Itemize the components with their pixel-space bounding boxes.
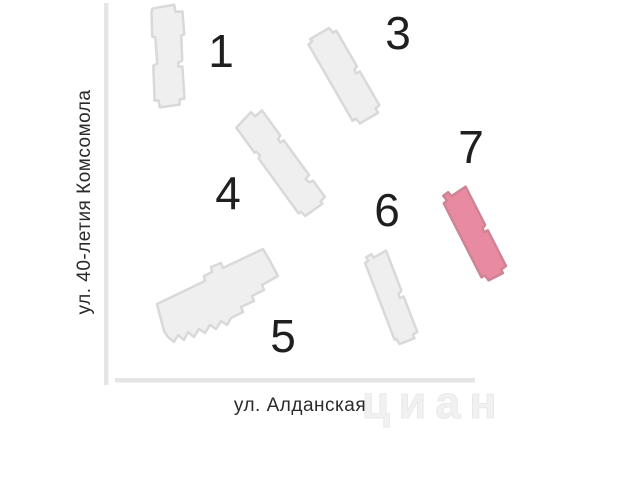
building-1[interactable] (150, 3, 187, 109)
street-label-bottom: ул. Алданская (233, 395, 367, 416)
building-number-1[interactable]: 1 (208, 25, 234, 77)
building-number-7[interactable]: 7 (458, 121, 484, 173)
building-3[interactable] (307, 26, 383, 126)
street-axis-horizontal (115, 378, 475, 383)
building-7-highlighted[interactable] (440, 184, 508, 283)
building-4[interactable] (234, 106, 327, 218)
building-number-4[interactable]: 4 (215, 167, 241, 219)
building-number-3[interactable]: 3 (385, 7, 411, 59)
street-axis-vertical (104, 3, 109, 385)
building-number-5[interactable]: 5 (270, 310, 296, 362)
building-6[interactable] (363, 249, 419, 346)
building-number-6[interactable]: 6 (374, 184, 400, 236)
building-5[interactable] (155, 247, 280, 344)
street-label-left: ул. 40-летия Комсомола (74, 89, 95, 315)
